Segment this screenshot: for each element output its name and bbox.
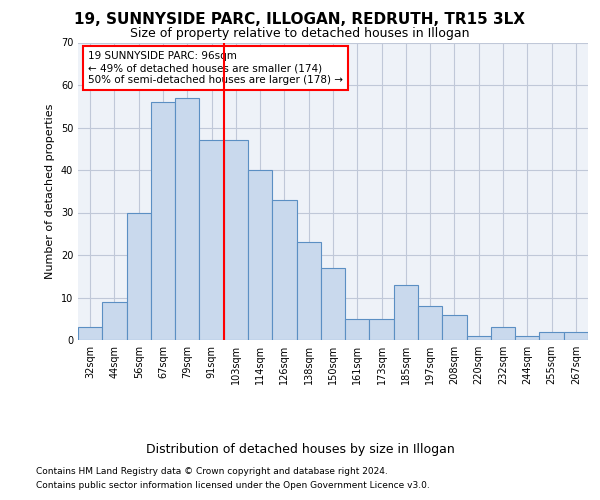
Bar xyxy=(296,242,321,340)
Text: Contains public sector information licensed under the Open Government Licence v3: Contains public sector information licen… xyxy=(36,481,430,490)
Bar xyxy=(151,102,175,340)
Bar xyxy=(442,314,467,340)
Bar xyxy=(175,98,199,340)
Y-axis label: Number of detached properties: Number of detached properties xyxy=(45,104,55,279)
Text: Distribution of detached houses by size in Illogan: Distribution of detached houses by size … xyxy=(146,442,454,456)
Bar xyxy=(321,268,345,340)
Bar xyxy=(539,332,564,340)
Text: Contains HM Land Registry data © Crown copyright and database right 2024.: Contains HM Land Registry data © Crown c… xyxy=(36,468,388,476)
Bar xyxy=(199,140,224,340)
Bar xyxy=(394,284,418,340)
Bar xyxy=(248,170,272,340)
Text: 19 SUNNYSIDE PARC: 96sqm
← 49% of detached houses are smaller (174)
50% of semi-: 19 SUNNYSIDE PARC: 96sqm ← 49% of detach… xyxy=(88,52,343,84)
Bar xyxy=(370,319,394,340)
Bar xyxy=(102,302,127,340)
Bar xyxy=(491,327,515,340)
Bar xyxy=(515,336,539,340)
Bar xyxy=(564,332,588,340)
Bar xyxy=(418,306,442,340)
Bar xyxy=(224,140,248,340)
Text: 19, SUNNYSIDE PARC, ILLOGAN, REDRUTH, TR15 3LX: 19, SUNNYSIDE PARC, ILLOGAN, REDRUTH, TR… xyxy=(74,12,526,28)
Bar xyxy=(78,327,102,340)
Bar xyxy=(272,200,296,340)
Text: Size of property relative to detached houses in Illogan: Size of property relative to detached ho… xyxy=(130,28,470,40)
Bar xyxy=(345,319,370,340)
Bar xyxy=(127,212,151,340)
Bar xyxy=(467,336,491,340)
